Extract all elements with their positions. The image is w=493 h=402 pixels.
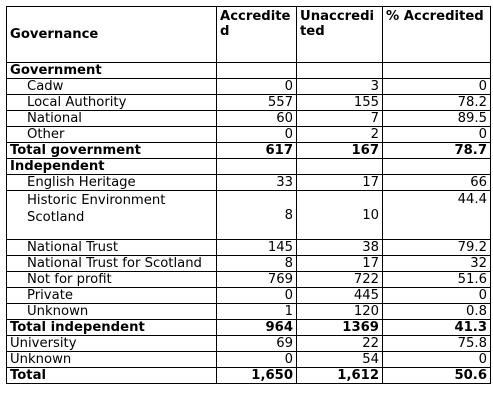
total-row-independent: Total independent 964 1369 41.3	[6, 319, 491, 336]
row-label: Other	[6, 126, 217, 143]
section-row-government: Government	[6, 62, 491, 79]
cell-pct: 44.4	[382, 190, 491, 240]
cell-accredited: 145	[216, 239, 297, 256]
cell-accredited: 69	[216, 335, 297, 352]
cell-unaccredited: 722	[296, 271, 383, 288]
table-row: Unknown 1 120 0.8	[6, 303, 491, 320]
cell-pct: 51.6	[382, 271, 491, 288]
total-row: Total 1,650 1,612 50.6	[6, 367, 491, 384]
cell-unaccredited: 7	[296, 110, 383, 127]
row-label: Cadw	[6, 78, 217, 95]
cell-accredited	[216, 62, 297, 79]
cell-unaccredited: 167	[296, 142, 383, 159]
cell-unaccredited: 17	[296, 174, 383, 191]
cell-unaccredited: 10	[296, 190, 383, 240]
table-row: University 69 22 75.8	[6, 335, 491, 352]
cell-pct: 0	[382, 287, 491, 304]
cell-accredited: 0	[216, 351, 297, 368]
cell-unaccredited: 54	[296, 351, 383, 368]
cell-unaccredited	[296, 158, 383, 175]
cell-accredited: 33	[216, 174, 297, 191]
table-row: Historic Environment Scotland 8 10 44.4	[6, 190, 491, 240]
cell-accredited: 617	[216, 142, 297, 159]
row-label: Private	[6, 287, 217, 304]
governance-accreditation-table: Governance Accredited Unaccredited % Acc…	[6, 6, 491, 384]
total-row-government: Total government 617 167 78.7	[6, 142, 491, 159]
cell-pct: 0.8	[382, 303, 491, 320]
row-label: Total independent	[6, 319, 217, 336]
row-label: Total	[6, 367, 217, 384]
row-label: Historic Environment Scotland	[6, 190, 217, 240]
row-label: Local Authority	[6, 94, 217, 111]
row-label: English Heritage	[6, 174, 217, 191]
cell-unaccredited: 3	[296, 78, 383, 95]
row-label: Independent	[6, 158, 217, 175]
row-label: University	[6, 335, 217, 352]
cell-pct: 78.7	[382, 142, 491, 159]
row-label: Unknown	[6, 303, 217, 320]
row-label: Not for profit	[6, 271, 217, 288]
cell-accredited: 0	[216, 126, 297, 143]
cell-accredited: 0	[216, 78, 297, 95]
row-label: National	[6, 110, 217, 127]
cell-unaccredited	[296, 62, 383, 79]
cell-accredited: 8	[216, 255, 297, 272]
table-row: English Heritage 33 17 66	[6, 174, 491, 191]
table-row: Unknown 0 54 0	[6, 351, 491, 368]
cell-unaccredited: 155	[296, 94, 383, 111]
cell-pct: 66	[382, 174, 491, 191]
row-label: National Trust for Scotland	[6, 255, 217, 272]
table-row: National 60 7 89.5	[6, 110, 491, 127]
cell-unaccredited: 445	[296, 287, 383, 304]
table-row: National Trust for Scotland 8 17 32	[6, 255, 491, 272]
cell-unaccredited: 22	[296, 335, 383, 352]
cell-pct: 89.5	[382, 110, 491, 127]
cell-pct: 0	[382, 78, 491, 95]
cell-accredited: 1	[216, 303, 297, 320]
table-row: Not for profit 769 722 51.6	[6, 271, 491, 288]
cell-pct: 75.8	[382, 335, 491, 352]
cell-unaccredited: 1369	[296, 319, 383, 336]
table-header-row: Governance Accredited Unaccredited % Acc…	[6, 6, 491, 63]
column-header-unaccredited: Unaccredited	[296, 6, 383, 63]
cell-accredited: 964	[216, 319, 297, 336]
cell-pct: 0	[382, 126, 491, 143]
cell-accredited: 60	[216, 110, 297, 127]
column-header-pct-accredited: % Accredited	[382, 6, 491, 63]
table-row: Cadw 0 3 0	[6, 78, 491, 95]
cell-accredited: 0	[216, 287, 297, 304]
cell-pct: 79.2	[382, 239, 491, 256]
table-row: National Trust 145 38 79.2	[6, 239, 491, 256]
cell-pct: 32	[382, 255, 491, 272]
table-row: Private 0 445 0	[6, 287, 491, 304]
row-label: Unknown	[6, 351, 217, 368]
cell-pct	[382, 62, 491, 79]
cell-unaccredited: 2	[296, 126, 383, 143]
cell-accredited	[216, 158, 297, 175]
cell-unaccredited: 17	[296, 255, 383, 272]
row-label-text: Historic Environment Scotland	[27, 193, 166, 225]
cell-accredited: 769	[216, 271, 297, 288]
cell-pct: 50.6	[382, 367, 491, 384]
cell-accredited: 557	[216, 94, 297, 111]
table-row: Local Authority 557 155 78.2	[6, 94, 491, 111]
cell-unaccredited: 38	[296, 239, 383, 256]
column-header-governance: Governance	[6, 6, 217, 63]
column-header-accredited: Accredited	[216, 6, 297, 63]
table-row: Other 0 2 0	[6, 126, 491, 143]
row-label: Government	[6, 62, 217, 79]
cell-accredited: 8	[216, 190, 297, 240]
cell-pct: 41.3	[382, 319, 491, 336]
row-label: Total government	[6, 142, 217, 159]
cell-pct	[382, 158, 491, 175]
cell-pct: 78.2	[382, 94, 491, 111]
row-label: National Trust	[6, 239, 217, 256]
cell-accredited: 1,650	[216, 367, 297, 384]
cell-pct: 0	[382, 351, 491, 368]
section-row-independent: Independent	[6, 158, 491, 175]
cell-unaccredited: 1,612	[296, 367, 383, 384]
cell-unaccredited: 120	[296, 303, 383, 320]
